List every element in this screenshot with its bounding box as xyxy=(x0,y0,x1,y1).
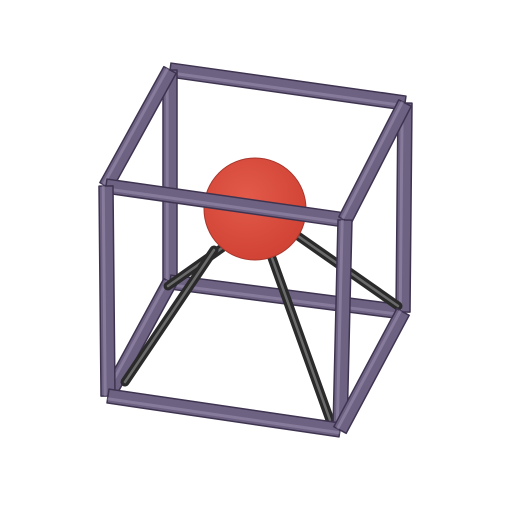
front-frame-bars xyxy=(98,99,412,438)
strut-to-front-right xyxy=(267,253,335,425)
support-struts xyxy=(120,231,403,425)
frame-bar-vertical-back-right xyxy=(395,102,413,313)
strut-to-front-left xyxy=(120,245,219,387)
frame-bar-vertical-front-left xyxy=(98,185,116,397)
frame-bar-vertical-back-left xyxy=(162,69,178,283)
frame-bar-bottom-right xyxy=(333,307,410,435)
frame-bar-bottom-front xyxy=(106,388,342,438)
frame-bar-top-back xyxy=(168,62,407,111)
frame-bar-vertical-front-right xyxy=(332,219,353,431)
